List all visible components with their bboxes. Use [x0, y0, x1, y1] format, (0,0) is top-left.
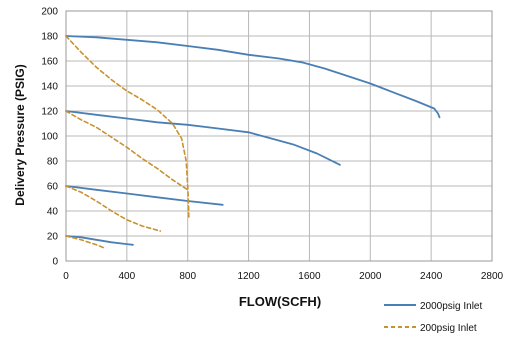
- y-tick-label: 100: [41, 132, 58, 143]
- x-tick-label: 1200: [237, 271, 260, 282]
- y-tick-label: 120: [41, 107, 58, 118]
- series-1-curve-2: [65, 185, 162, 232]
- x-axis-title: FLOW(SCFH): [239, 294, 321, 309]
- series-1-curve-0: [65, 35, 190, 221]
- y-tick-label: 80: [47, 157, 59, 168]
- y-tick-label: 60: [47, 182, 59, 193]
- series-0-curve-2: [65, 185, 224, 206]
- x-tick-label: 2000: [359, 271, 382, 282]
- y-tick-label: 140: [41, 82, 58, 93]
- series-0-curve-0: [65, 35, 441, 119]
- legend-label-2000psig: 2000psig Inlet: [420, 301, 482, 312]
- series-1-curve-3: [65, 235, 107, 250]
- series-layer: [65, 35, 441, 250]
- y-tick-label: 40: [47, 207, 59, 218]
- x-tick-label: 800: [179, 271, 196, 282]
- legend-label-200psig: 200psig Inlet: [420, 323, 477, 334]
- grid-layer: [65, 10, 493, 262]
- y-tick-label: 0: [52, 257, 58, 268]
- y-axis-title: Delivery Pressure (PSIG): [13, 64, 27, 205]
- series-0-curve-3: [65, 235, 134, 246]
- series-1-curve-1: [65, 110, 189, 191]
- y-tick-label: 180: [41, 32, 58, 43]
- y-tick-label: 200: [41, 7, 58, 18]
- x-tick-label: 2400: [420, 271, 443, 282]
- x-tick-label: 1600: [298, 271, 321, 282]
- plot-frame: [65, 10, 493, 262]
- x-tick-label: 0: [63, 271, 69, 282]
- y-tick-label: 160: [41, 57, 58, 68]
- legend: 2000psig Inlet 200psig Inlet: [384, 301, 482, 334]
- y-tick-label: 20: [47, 232, 59, 243]
- x-tick-label: 2800: [481, 271, 504, 282]
- series-0-curve-1: [65, 110, 341, 166]
- x-tick-label: 400: [119, 271, 136, 282]
